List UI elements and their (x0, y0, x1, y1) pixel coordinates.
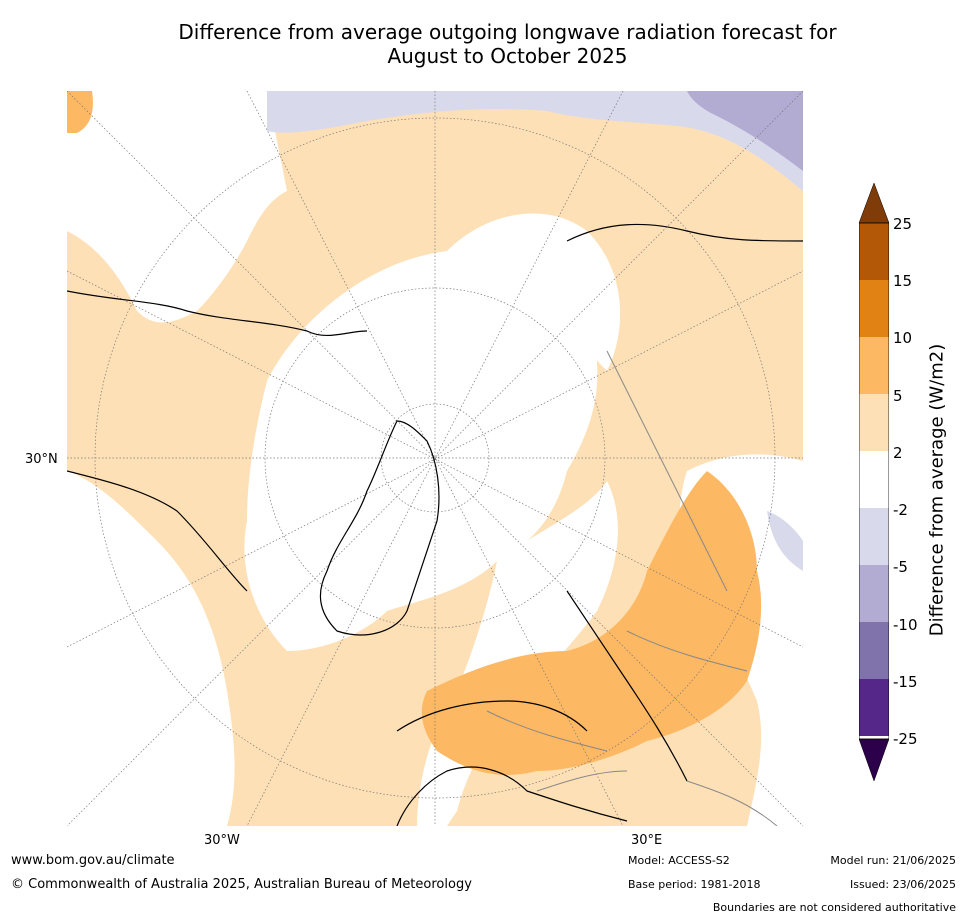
colorbar-tick-5: 5 (893, 387, 903, 405)
graticule (67, 91, 803, 826)
colorbar-label: Difference from average (W/m2) (926, 343, 948, 637)
anomaly-neg-2-5-region (267, 91, 803, 191)
base-period-text: Base period: 1981-2018 (628, 878, 761, 891)
title-line-2: August to October 2025 (387, 44, 628, 68)
colorbar-tick-15: 15 (893, 272, 913, 290)
longitude-label-30e: 30°E (631, 833, 663, 848)
colorbar-band-15-25 (859, 223, 889, 280)
disclaimer-text: Boundaries are not considered authoritat… (712, 901, 956, 914)
anomaly-5-10-region-pacific (67, 91, 93, 133)
issued-text: Issued: 23/06/2025 (849, 878, 956, 891)
polar-map (67, 91, 803, 826)
latitude-label-30n: 30°N (25, 452, 58, 467)
colorbar (859, 183, 889, 781)
colorbar-tick-neg-5: -5 (893, 558, 908, 576)
colorbar-tick-neg-10: -10 (893, 616, 918, 634)
colorbar-band-neg-2-5 (859, 508, 889, 565)
colorbar-band-2-5 (859, 394, 889, 451)
map-canvas (67, 91, 803, 826)
colorbar-band-5-10 (859, 337, 889, 394)
colorbar-tick-neg-25: -25 (893, 730, 918, 748)
colorbar-band-neg-10-15 (859, 622, 889, 679)
copyright-text: © Commonwealth of Australia 2025, Austra… (11, 877, 472, 892)
neutral-region-americas (67, 471, 235, 826)
colorbar-tick-2: 2 (893, 444, 903, 462)
coastlines (67, 223, 803, 826)
neutral-region-arctic (244, 249, 598, 651)
anomaly-5-10-region-eurasia (421, 471, 762, 775)
colorbar-outline (859, 222, 889, 740)
chart-title: Difference from average outgoing longwav… (60, 20, 955, 68)
colorbar-over-triangle (859, 183, 889, 224)
colorbar-band-neutral (859, 451, 889, 508)
colorbar-tick-25: 25 (893, 215, 913, 233)
anomaly-neg-5-10-region (687, 91, 803, 171)
model-text: Model: ACCESS-S2 (628, 854, 730, 867)
neutral-region-north-atlantic (447, 213, 621, 371)
anomaly-neg-2-5-region-east (767, 511, 803, 571)
title-line-1: Difference from average outgoing longwav… (178, 20, 837, 44)
longitude-label-30w: 30°W (204, 833, 240, 848)
colorbar-tick-neg-2: -2 (893, 501, 908, 519)
website-text: www.bom.gov.au/climate (11, 853, 175, 868)
country-borders (486, 350, 778, 826)
neutral-region-pacific (67, 91, 287, 323)
colorbar-tick-neg-15: -15 (893, 673, 918, 691)
colorbar-band-10-15 (859, 280, 889, 337)
colorbar-under-triangle (859, 738, 889, 781)
model-run-text: Model run: 21/06/2025 (830, 854, 956, 867)
colorbar-band-neg-15-25 (859, 679, 889, 736)
colorbar-band-neg-5-10 (859, 565, 889, 622)
colorbar-tick-10: 10 (893, 329, 913, 347)
